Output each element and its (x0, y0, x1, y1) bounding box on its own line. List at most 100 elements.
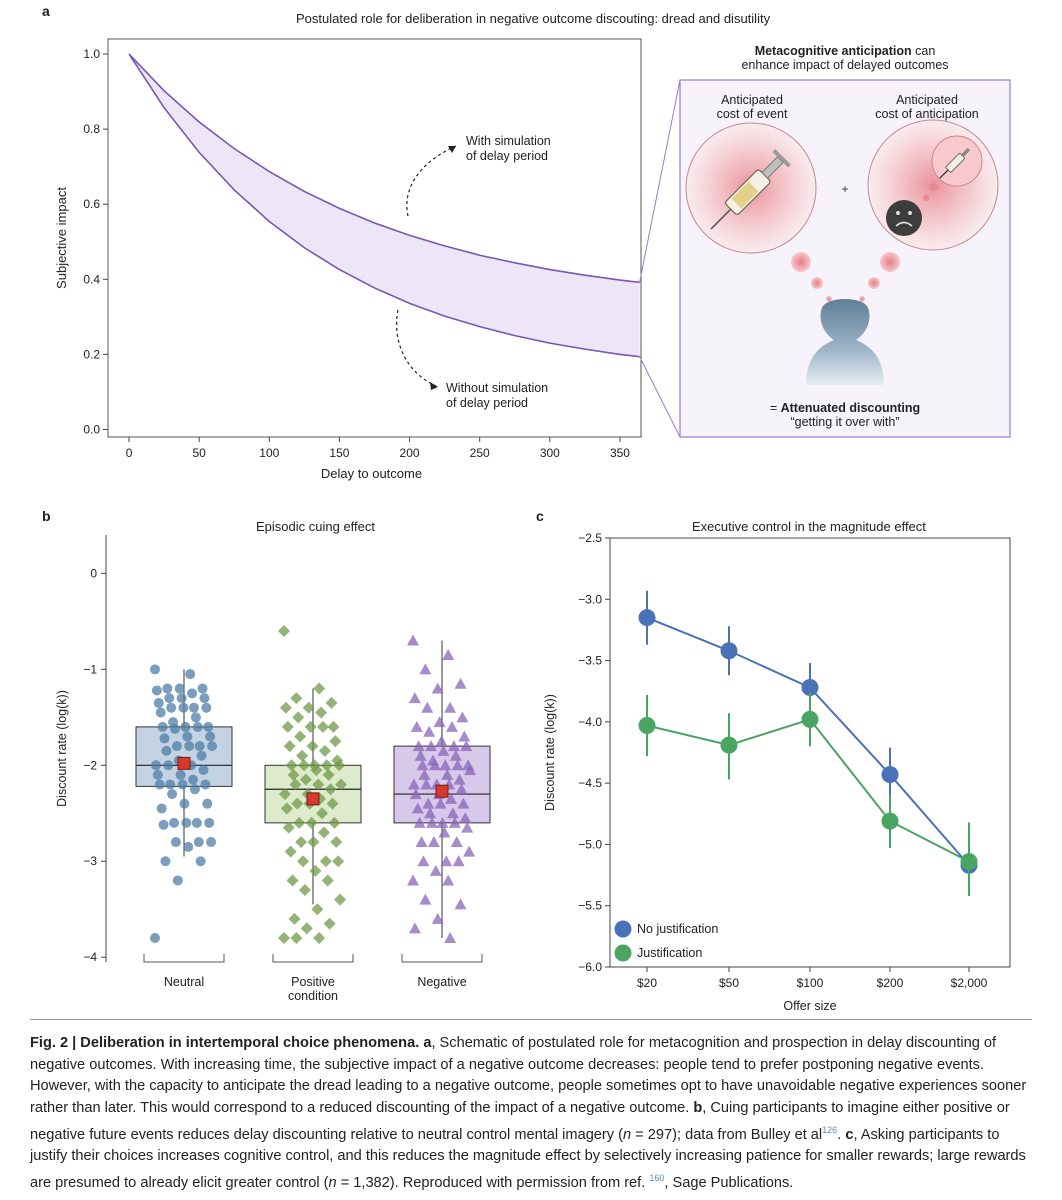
caption-title: Fig. 2 | Deliberation in intertemporal c… (30, 1035, 420, 1051)
panel-b-data-point (178, 702, 189, 713)
panel-a-xtick-label: 150 (329, 446, 349, 460)
thought-dot (880, 252, 900, 272)
panel-b-data-point (196, 750, 207, 761)
panel-b-title: Episodic cuing effect (256, 519, 375, 534)
panel-a-ytick-label: 0.4 (83, 272, 100, 286)
panel-a-xlabel: Delay to outcome (321, 466, 422, 481)
panel-b-data-point (428, 759, 441, 771)
panel-a-xtick-label: 50 (192, 446, 206, 460)
panel-b-data-point (325, 696, 338, 709)
panel-b-data-point (408, 922, 421, 934)
panel-b-data-point (162, 683, 173, 694)
panel-b-data-point (198, 765, 209, 776)
sad-face-mouth (895, 221, 913, 227)
panel-b-data-point (410, 720, 423, 732)
panel-b-data-point (174, 683, 185, 694)
panel-b-data-point (450, 836, 463, 848)
thought-dot (930, 183, 938, 191)
panel-b-category-bracket (272, 954, 354, 963)
panel-b-data-point (457, 797, 470, 809)
caption-c-n: n (328, 1174, 337, 1191)
caption-a-label: a (419, 1035, 432, 1051)
panel-b-data-point (164, 693, 175, 704)
panel-b-data-point (306, 740, 319, 753)
panel-b-ytick-label: −3 (83, 854, 97, 868)
inset-heading-bold: Metacognitive anticipation (755, 44, 912, 58)
panel-b-data-point (203, 721, 214, 732)
panel-a-arrowhead-with (448, 146, 456, 153)
panel-b-data-point (424, 807, 437, 819)
panel-b-data-point (445, 720, 458, 732)
panel-b-data-point (185, 669, 196, 680)
panel-b-data-point (200, 779, 211, 790)
panel-b-data-point (170, 837, 181, 848)
caption-ref-126[interactable]: 126 (822, 1124, 838, 1135)
panel-b-data-point (311, 903, 324, 916)
panel-b-data-point (330, 836, 343, 849)
panel-b-data-point (321, 874, 334, 887)
panel-b-data-point (184, 741, 195, 752)
panel-b-data-point (453, 773, 466, 785)
panel-b-data-point (160, 856, 171, 867)
small-syringe-icon (939, 147, 971, 179)
panel-b-chart: 0 −1 −2 −3 −4 Discount rate (log(k)) Neutral Po… (55, 535, 491, 1003)
panel-a-arrow-with (406, 145, 457, 217)
panel-b-data-point (291, 797, 304, 810)
panel-b-data-point (409, 788, 422, 800)
thought-dot (826, 296, 832, 302)
panel-b-data-point (418, 768, 431, 780)
panel-b-data-point (419, 893, 432, 905)
panel-a-ytick-label: 1.0 (83, 47, 100, 61)
panel-b-data-point (407, 778, 420, 790)
panel-b-data-point (442, 874, 455, 886)
panel-b-data-point (180, 721, 191, 732)
panel-b-data-point (150, 933, 160, 944)
panel-b-data-point (278, 788, 291, 801)
panel-b-data-point (169, 723, 180, 734)
panel-c-ytick-label: −5.0 (578, 837, 602, 851)
panel-b-data-point (297, 855, 310, 868)
panel-a-ytick-label: 0.0 (83, 422, 100, 436)
panel-b-data-point (150, 760, 161, 771)
panel-b-group-0 (135, 664, 233, 944)
panel-b-data-point (181, 817, 192, 828)
panel-c-xtick-label: $2,000 (951, 976, 988, 990)
panel-c-plot-frame (609, 537, 1011, 968)
panel-b-data-point (458, 730, 471, 742)
panel-b-data-point (319, 855, 332, 868)
panel-b-data-point (322, 768, 335, 781)
panel-b-data-point (407, 634, 419, 646)
panel-b-data-point (158, 819, 169, 830)
caption-c-text-2: = 1,382). Reproduced with permission fro… (336, 1174, 650, 1191)
panel-b-category-bracket (401, 954, 483, 963)
panel-a-plot-frame (107, 38, 642, 438)
panel-b-data-point (188, 774, 199, 785)
panel-b-data-point (463, 845, 476, 857)
panel-b-data-point (289, 778, 302, 791)
panel-c-series-0 (638, 590, 978, 890)
panel-a-annotation-with-2: of delay period (466, 149, 548, 163)
panel-b-data-point (150, 664, 160, 675)
panel-b-mean-marker (306, 792, 320, 806)
panel-b-data-point (312, 778, 325, 791)
caption-b-text-3: . (837, 1126, 846, 1143)
panel-b-data-point (202, 798, 213, 809)
panel-b-data-point (446, 807, 459, 819)
panel-b-data-point (449, 749, 462, 761)
panel-b-data-point (316, 807, 329, 820)
panel-b-data-point (422, 797, 435, 809)
inset-right-label-1: Anticipated (896, 93, 958, 107)
panel-b-mean-marker (177, 756, 191, 770)
panel-b-data-point (283, 740, 296, 753)
caption-b-text-2: = 297); data from Bulley et al (631, 1126, 823, 1143)
thought-dot (868, 277, 880, 289)
panel-b-data-point (190, 712, 201, 723)
panel-b-category-bracket (143, 954, 225, 963)
caption-ref-160[interactable]: 160 (649, 1173, 665, 1184)
panel-a-xtick-label: 0 (126, 446, 133, 460)
panel-a-connector-bottom (639, 356, 681, 438)
panel-b-data-point (201, 702, 212, 713)
thought-dot (791, 252, 811, 272)
panel-b-data-point (183, 841, 194, 852)
panel-b-data-point (317, 826, 330, 839)
